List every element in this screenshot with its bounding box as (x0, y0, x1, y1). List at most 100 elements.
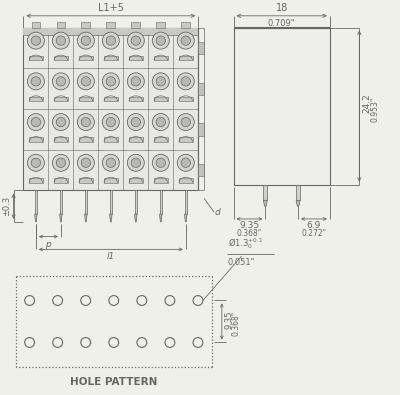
Bar (198, 164, 204, 176)
Text: d: d (215, 207, 221, 216)
Text: 0.709": 0.709" (268, 19, 296, 28)
Circle shape (181, 158, 190, 167)
Text: Ø1.3$^{+0.1}_{0}$: Ø1.3$^{+0.1}_{0}$ (228, 237, 263, 251)
Text: 9.35: 9.35 (240, 221, 260, 230)
Text: 9.35: 9.35 (225, 310, 234, 329)
Circle shape (31, 36, 40, 45)
Circle shape (77, 114, 94, 131)
Bar (104, 137, 118, 142)
Circle shape (77, 73, 94, 90)
Circle shape (56, 117, 66, 127)
Text: 0.272": 0.272" (302, 229, 326, 238)
Bar (29, 56, 43, 60)
Bar (264, 184, 267, 200)
Circle shape (81, 117, 90, 127)
Bar (134, 190, 137, 214)
Text: 0.953": 0.953" (370, 96, 379, 122)
Bar (29, 178, 43, 182)
Circle shape (53, 295, 62, 305)
FancyBboxPatch shape (156, 22, 165, 28)
Bar (29, 97, 43, 101)
Text: l1: l1 (107, 252, 115, 261)
Circle shape (52, 73, 69, 90)
Circle shape (156, 158, 166, 167)
Circle shape (127, 32, 144, 49)
Bar (24, 28, 198, 36)
Polygon shape (110, 214, 112, 222)
Circle shape (102, 114, 119, 131)
Circle shape (28, 154, 44, 171)
Circle shape (177, 73, 194, 90)
Circle shape (81, 36, 90, 45)
Text: 0.368": 0.368" (232, 311, 241, 336)
Circle shape (152, 114, 169, 131)
Circle shape (102, 154, 119, 171)
Circle shape (156, 117, 166, 127)
Circle shape (193, 338, 203, 347)
Circle shape (28, 32, 44, 49)
Bar (179, 97, 192, 101)
Circle shape (131, 117, 140, 127)
Circle shape (31, 158, 40, 167)
Circle shape (81, 158, 90, 167)
Bar (29, 137, 43, 142)
Circle shape (131, 77, 140, 86)
Circle shape (25, 295, 34, 305)
Polygon shape (184, 214, 187, 222)
Polygon shape (35, 214, 37, 222)
Circle shape (127, 154, 144, 171)
Circle shape (156, 77, 166, 86)
Circle shape (102, 32, 119, 49)
Circle shape (52, 114, 69, 131)
Bar (79, 97, 93, 101)
Bar (54, 137, 68, 142)
Bar (198, 42, 204, 54)
Bar (104, 97, 118, 101)
Text: 0.368": 0.368" (237, 229, 262, 238)
Circle shape (56, 158, 66, 167)
Text: ±0.3: ±0.3 (3, 196, 12, 216)
Circle shape (131, 36, 140, 45)
Circle shape (109, 295, 119, 305)
Bar (198, 123, 204, 135)
Text: p: p (46, 239, 51, 248)
Circle shape (53, 338, 62, 347)
Text: 6.9: 6.9 (307, 221, 321, 230)
Bar (129, 56, 142, 60)
Circle shape (181, 77, 190, 86)
Circle shape (127, 114, 144, 131)
FancyBboxPatch shape (32, 22, 40, 28)
Circle shape (127, 73, 144, 90)
Bar (160, 190, 162, 214)
Circle shape (106, 117, 116, 127)
Bar (154, 137, 168, 142)
Circle shape (81, 77, 90, 86)
Circle shape (152, 73, 169, 90)
FancyBboxPatch shape (82, 22, 90, 28)
Bar (129, 178, 142, 182)
Circle shape (177, 32, 194, 49)
Circle shape (31, 117, 40, 127)
Bar (234, 28, 330, 184)
Polygon shape (85, 214, 87, 222)
Bar (104, 178, 118, 182)
Bar (54, 178, 68, 182)
FancyBboxPatch shape (181, 22, 190, 28)
Bar (35, 190, 37, 214)
Bar (104, 56, 118, 60)
Circle shape (152, 32, 169, 49)
Bar (54, 97, 68, 101)
Circle shape (137, 295, 147, 305)
Bar (79, 178, 93, 182)
Polygon shape (264, 200, 267, 206)
FancyBboxPatch shape (106, 22, 115, 28)
Bar (60, 190, 62, 214)
Circle shape (25, 338, 34, 347)
Bar (85, 190, 87, 214)
Text: L1+5: L1+5 (98, 3, 124, 13)
Circle shape (156, 36, 166, 45)
Bar (110, 190, 112, 214)
Bar (79, 137, 93, 142)
Bar (54, 56, 68, 60)
Text: 24.2: 24.2 (362, 93, 371, 113)
